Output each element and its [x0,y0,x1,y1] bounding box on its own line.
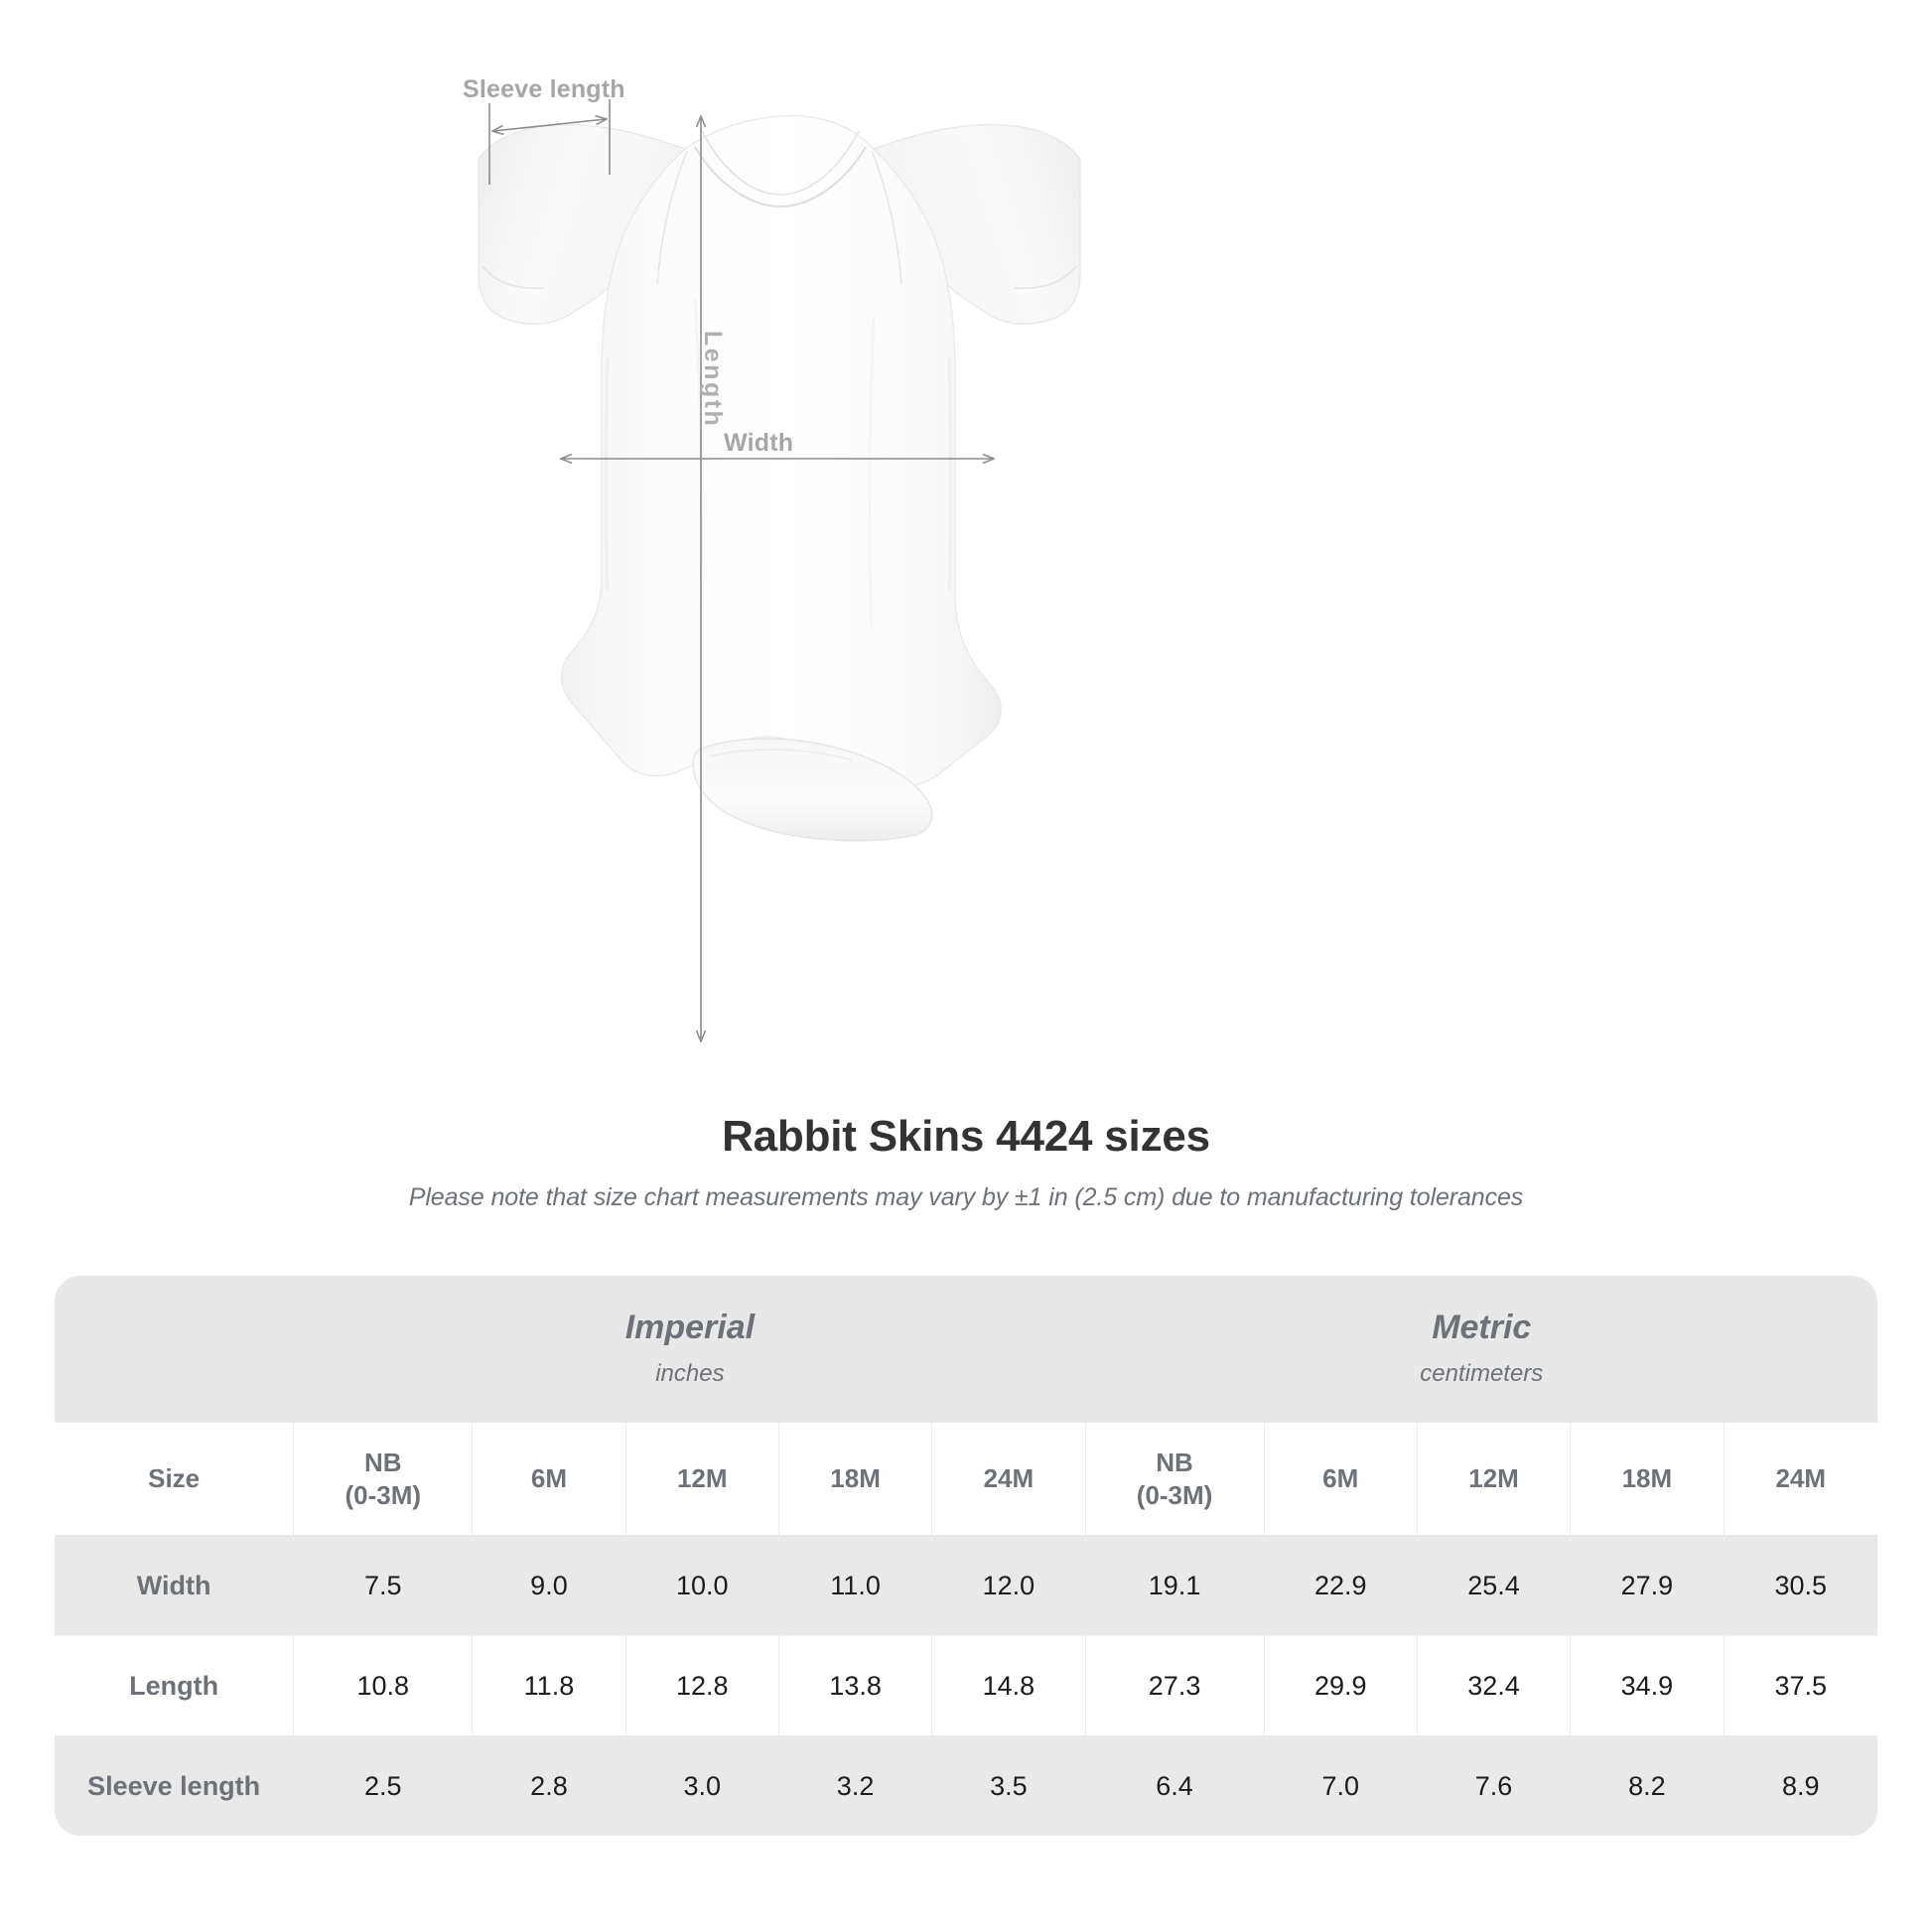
cell-length-metric-nb: 27.3 [1085,1635,1265,1735]
cell-sleeve-imperial-18m: 3.2 [778,1735,933,1836]
sleeve-length-dimension [488,99,611,185]
unit-sub-imperial: inches [655,1359,725,1387]
column-header-imperial-nb: NB (0-3M) [294,1423,474,1535]
cell-width-imperial-24m: 12.0 [932,1535,1086,1635]
table-row: Sleeve length 2.5 2.8 3.0 3.2 3.5 6.4 7.… [55,1735,1877,1836]
col-sublabel: (0-3M) [345,1479,422,1510]
cell-length-imperial-24m: 14.8 [932,1635,1086,1735]
row-label-width: Width [55,1535,295,1635]
column-header-metric-24m: 24M [1724,1423,1877,1535]
title-block: Rabbit Skins 4424 sizes Please note that… [0,1112,1932,1212]
column-header-imperial-12m: 12M [625,1423,779,1535]
unit-sub-metric: centimeters [1420,1359,1544,1387]
cell-length-metric-12m: 32.4 [1417,1635,1572,1735]
cell-width-metric-12m: 25.4 [1417,1535,1572,1635]
cell-sleeve-metric-12m: 7.6 [1417,1735,1572,1836]
column-header-size: Size [55,1423,295,1535]
cell-length-metric-18m: 34.9 [1571,1635,1725,1735]
col-label: NB [364,1448,402,1477]
row-label-sleeve-length: Sleeve length [55,1735,295,1836]
cell-sleeve-imperial-6m: 2.8 [473,1735,626,1836]
cell-length-metric-24m: 37.5 [1724,1635,1877,1735]
cell-length-imperial-6m: 11.8 [473,1635,626,1735]
bodysuit-diagram [478,99,1081,1107]
size-table-container: Imperial inches Metric centimeters Size … [55,1276,1877,1836]
cell-width-imperial-18m: 11.0 [778,1535,933,1635]
cell-sleeve-metric-nb: 6.4 [1085,1735,1265,1836]
cell-length-imperial-18m: 13.8 [778,1635,933,1735]
page-title: Rabbit Skins 4424 sizes [722,1112,1210,1161]
right-sleeve-shape [873,124,1081,325]
cell-length-imperial-nb: 10.8 [294,1635,474,1735]
cell-sleeve-imperial-nb: 2.5 [294,1735,474,1836]
cell-width-imperial-6m: 9.0 [473,1535,626,1635]
cell-width-imperial-nb: 7.5 [294,1535,474,1635]
unit-banner-spacer [55,1276,295,1423]
cell-width-metric-18m: 27.9 [1571,1535,1725,1635]
cell-length-imperial-12m: 12.8 [625,1635,779,1735]
cell-width-metric-6m: 22.9 [1264,1535,1418,1635]
unit-system-imperial: Imperial [624,1309,756,1347]
cell-length-metric-6m: 29.9 [1264,1635,1418,1735]
cell-width-imperial-12m: 10.0 [625,1535,779,1635]
table-row: Width 7.5 9.0 10.0 11.0 12.0 19.1 22.9 2… [55,1535,1877,1635]
column-header-metric-nb: NB (0-3M) [1085,1423,1265,1535]
cell-sleeve-metric-24m: 8.9 [1724,1735,1877,1836]
size-table: Imperial inches Metric centimeters Size … [55,1276,1877,1836]
unit-group-imperial: Imperial inches [294,1276,1086,1423]
column-header-metric-18m: 18M [1571,1423,1725,1535]
cell-width-metric-24m: 30.5 [1724,1535,1877,1635]
length-annotation-label: Length [699,331,727,429]
unit-system-metric: Metric [1432,1309,1532,1347]
unit-group-metric: Metric centimeters [1085,1276,1877,1423]
column-header-imperial-18m: 18M [778,1423,933,1535]
col-sublabel: (0-3M) [1136,1479,1213,1510]
sleeve-length-annotation-label: Sleeve length [463,75,625,103]
column-header-metric-12m: 12M [1417,1423,1572,1535]
column-header-metric-6m: 6M [1264,1423,1418,1535]
row-label-length: Length [55,1635,295,1735]
tolerance-note: Please note that size chart measurements… [408,1183,1524,1211]
garment-illustration: Sleeve length Length Width [463,75,1081,1107]
table-row: Length 10.8 11.8 12.8 13.8 14.8 27.3 29.… [55,1635,1877,1735]
size-header-row: Size NB (0-3M) 6M 12M 18M 24M NB (0-3M) … [55,1423,1877,1535]
unit-banner-row: Imperial inches Metric centimeters [55,1276,1877,1423]
cell-sleeve-metric-18m: 8.2 [1571,1735,1725,1836]
col-label: NB [1156,1448,1193,1477]
width-annotation-label: Width [724,429,794,457]
column-header-imperial-24m: 24M [932,1423,1086,1535]
bodysuit-body-shape [560,114,1002,787]
column-header-imperial-6m: 6M [473,1423,626,1535]
cell-sleeve-imperial-24m: 3.5 [932,1735,1086,1836]
cell-width-metric-nb: 19.1 [1085,1535,1265,1635]
cell-sleeve-imperial-12m: 3.0 [625,1735,779,1836]
cell-sleeve-metric-6m: 7.0 [1264,1735,1418,1836]
